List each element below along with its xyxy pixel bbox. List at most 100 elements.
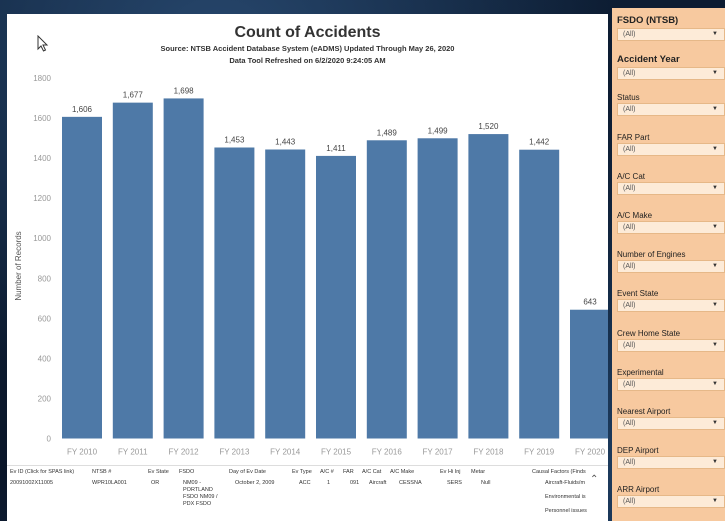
filter-dropdown-fsdo-ntsb[interactable]: (All) ▼: [617, 28, 725, 41]
col-header-ac-make[interactable]: A/C Make: [390, 469, 415, 475]
col-header-ev-id[interactable]: Ev ID (Click for SPAS link): [10, 469, 75, 475]
filter-dropdown-arr-airport[interactable]: (All) ▼: [617, 495, 725, 509]
filter-dep-airport: DEP Airport (All) ▼: [617, 445, 725, 470]
chevron-down-icon[interactable]: ▼: [712, 145, 718, 152]
col-header-date[interactable]: Day of Ev Date: [229, 469, 266, 475]
bar-value-label: 1,453: [224, 135, 245, 144]
cell-state: OR: [151, 480, 160, 486]
filter-value-nearest-airport: (All): [623, 420, 636, 427]
filter-dropdown-event-state[interactable]: (All) ▼: [617, 299, 725, 313]
filter-label-dep-airport: DEP Airport: [617, 446, 659, 456]
filter-label-nearest-airport: Nearest Airport: [617, 407, 671, 416]
filter-label-a-c-cat: A/C Cat: [617, 171, 646, 181]
filter-number-of-engines: Number of Engines (All) ▼: [617, 249, 725, 274]
chevron-down-icon[interactable]: ▼: [712, 341, 718, 348]
chevron-down-icon[interactable]: ▼: [712, 498, 718, 505]
filter-value-dep-airport: (All): [623, 459, 636, 467]
col-header-ntsb[interactable]: NTSB #: [92, 469, 112, 475]
mouse-cursor-icon: [37, 35, 49, 52]
filter-dropdown-nearest-airport[interactable]: (All) ▼: [617, 417, 725, 430]
bar-fy-2011[interactable]: [112, 102, 153, 439]
bar-fy-2012[interactable]: [163, 98, 204, 439]
filter-dropdown-crew-home-state[interactable]: (All) ▼: [617, 338, 725, 352]
filter-experimental: Experimental (All) ▼: [617, 367, 725, 391]
x-tick-label: FY 2012: [169, 448, 200, 457]
filter-value-status: (All): [623, 106, 636, 114]
filter-label-a-c-make: A/C Make: [617, 211, 653, 220]
chevron-down-icon[interactable]: ▼: [712, 459, 718, 466]
chevron-down-icon[interactable]: ▼: [712, 302, 718, 309]
filter-event-state: Event State (All) ▼: [617, 288, 725, 313]
bar-fy-2016[interactable]: [366, 140, 407, 439]
filter-value-arr-airport: (All): [623, 498, 636, 506]
filter-label-far-part: FAR Part: [617, 132, 650, 142]
filter-dropdown-experimental[interactable]: (All) ▼: [617, 377, 725, 391]
chevron-down-icon[interactable]: ▼: [712, 70, 718, 77]
filter-dropdown-a-c-make[interactable]: (All) ▼: [617, 221, 725, 234]
x-tick-label: FY 2010: [67, 448, 98, 457]
bar-fy-2020[interactable]: [570, 309, 608, 439]
filter-value-a-c-cat: (All): [623, 184, 636, 192]
filter-dropdown-dep-airport[interactable]: (All) ▼: [617, 456, 725, 470]
chevron-down-icon[interactable]: ▼: [712, 263, 718, 270]
y-tick-label: 600: [38, 314, 52, 323]
filter-dropdown-a-c-cat[interactable]: (All) ▼: [617, 181, 725, 195]
chevron-down-icon[interactable]: ▼: [712, 184, 718, 191]
cell-hi-inj: SERS: [447, 480, 462, 486]
filter-label-accident-year: Accident Year: [617, 54, 680, 66]
x-tick-label: FY 2014: [270, 448, 301, 457]
x-axis: FY 2010 FY 2011 FY 2012 FY 2013 FY 2014 FY 20…: [67, 448, 606, 457]
cell-ev-type: ACC: [299, 480, 311, 486]
col-header-ac-cat[interactable]: A/C Cat: [362, 469, 382, 475]
x-tick-label: FY 2017: [423, 448, 454, 457]
bar-value-label: 1,443: [275, 137, 296, 146]
chevron-down-icon[interactable]: ▼: [712, 224, 718, 230]
filter-value-far-part: (All): [623, 145, 636, 153]
filter-label-fsdo-ntsb: FSDO (NTSB): [617, 15, 679, 26]
y-tick-label: 0: [47, 435, 52, 444]
records-table: Ev ID (Click for SPAS link) NTSB # Ev St…: [7, 465, 608, 521]
chevron-down-icon[interactable]: ▼: [712, 420, 718, 426]
bar-fy-2010[interactable]: [62, 116, 102, 439]
col-header-ac-num[interactable]: A/C #: [320, 469, 334, 475]
x-tick-label: FY 2013: [219, 448, 250, 457]
scroll-up-icon[interactable]: ⌃: [590, 474, 599, 485]
y-tick-label: 1000: [33, 234, 51, 243]
filter-label-status: Status: [617, 93, 640, 103]
y-tick-label: 1200: [33, 194, 51, 203]
bar-fy-2017[interactable]: [417, 138, 458, 439]
cell-metar: Null: [481, 480, 491, 486]
bar-fy-2019[interactable]: [519, 149, 560, 439]
bar-fy-2018[interactable]: [468, 134, 509, 439]
filter-dropdown-far-part[interactable]: (All) ▼: [617, 142, 725, 156]
bar-fy-2014[interactable]: [265, 149, 306, 439]
filter-label-experimental: Experimental: [617, 367, 664, 377]
cell-ev-id[interactable]: 20091002X11005: [10, 480, 54, 486]
col-header-ev-type[interactable]: Ev Type: [292, 469, 312, 475]
chevron-down-icon[interactable]: ▼: [712, 106, 718, 113]
filter-a-c-make: A/C Make (All) ▼: [617, 210, 725, 234]
col-header-state[interactable]: Ev State: [148, 469, 169, 475]
col-header-causal[interactable]: Causal Factors (Finds: [532, 469, 586, 475]
filter-fsdo-ntsb: FSDO (NTSB) (All) ▼: [617, 14, 725, 41]
col-header-hi-inj[interactable]: Ev Hi Inj: [440, 469, 461, 475]
bar-chart: Number of Records 0 200 400 600 800 1000 1200 1…: [14, 74, 608, 457]
col-header-metar[interactable]: Metar: [471, 469, 486, 475]
bar-fy-2015[interactable]: [316, 155, 356, 439]
cell-date: October 2, 2009: [235, 480, 275, 486]
col-header-fsdo[interactable]: FSDO: [179, 469, 195, 475]
x-tick-label: FY 2011: [118, 448, 148, 457]
bar-fy-2013[interactable]: [214, 147, 255, 439]
filter-dropdown-status[interactable]: (All) ▼: [617, 103, 725, 117]
cell-ac-cat: Aircraft: [369, 480, 387, 486]
chevron-down-icon[interactable]: ▼: [712, 380, 718, 387]
filter-dropdown-number-of-engines[interactable]: (All) ▼: [617, 260, 725, 274]
chevron-down-icon[interactable]: ▼: [712, 31, 718, 37]
y-tick-label: 1600: [33, 114, 51, 123]
col-header-far[interactable]: FAR: [343, 469, 354, 475]
cell-ac-num: 1: [327, 480, 331, 486]
filter-nearest-airport: Nearest Airport (All) ▼: [617, 406, 725, 430]
cell-causal-1: Aircraft-Fluids/m: [545, 480, 586, 486]
filter-dropdown-accident-year[interactable]: (All) ▼: [617, 67, 725, 81]
bars: 1,606 1,677 1,698 1,453 1,443 1,411 1,489 1,499…: [62, 86, 608, 439]
